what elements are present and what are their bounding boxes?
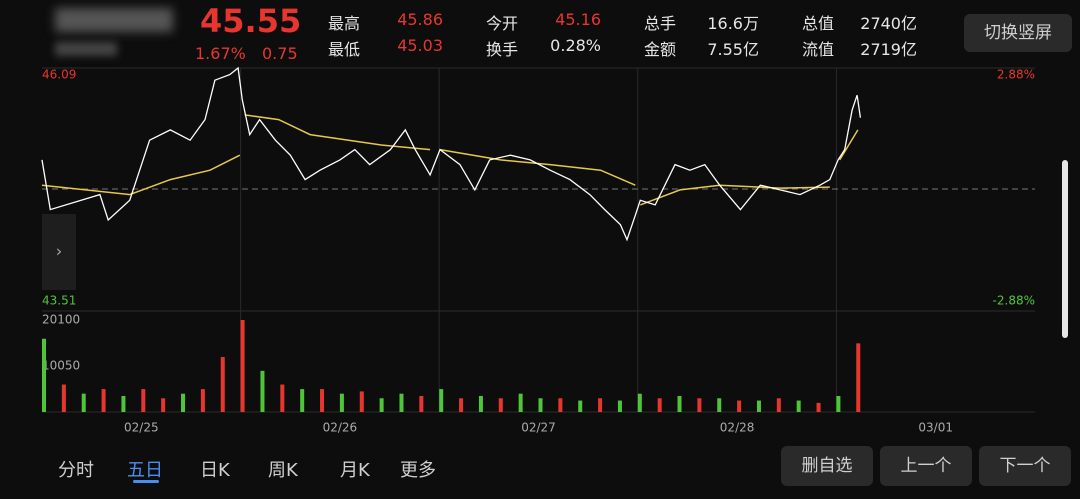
volume-bar xyxy=(717,398,722,412)
tab[interactable]: 五日 xyxy=(127,460,163,481)
tab[interactable]: 月K xyxy=(340,460,370,481)
volume-bar xyxy=(578,400,583,412)
volume-bar xyxy=(816,402,821,412)
x-tick-label: 02/28 xyxy=(720,421,755,435)
tab[interactable]: 分时 xyxy=(58,460,94,481)
change-pct: 1.67% xyxy=(195,44,246,63)
tab[interactable]: 日K xyxy=(200,460,230,481)
price: 45.55 xyxy=(200,2,302,40)
volume-bar xyxy=(498,398,503,412)
volume-bar xyxy=(200,389,205,412)
volume-bar xyxy=(558,398,563,412)
side-handle xyxy=(42,214,76,290)
volume-bar xyxy=(478,395,483,412)
volume-bar xyxy=(121,395,126,412)
stat-label: 今开 xyxy=(486,14,519,33)
volume-bar xyxy=(101,389,106,412)
volume-bar xyxy=(419,395,424,412)
volume-bar xyxy=(657,398,662,412)
stock-code-blurred xyxy=(55,42,117,56)
scrollbar xyxy=(1062,160,1068,338)
stat-label: 换手 xyxy=(486,40,519,59)
avg-line xyxy=(41,114,859,206)
volume-bar xyxy=(538,398,543,412)
side-arrow: › xyxy=(56,242,62,261)
action-button[interactable]: 下一个 xyxy=(979,446,1071,486)
volume-bar xyxy=(300,389,305,412)
x-tick-label: 02/26 xyxy=(323,421,358,435)
stat-value: 7.55亿 xyxy=(707,40,759,59)
stat-value: 45.03 xyxy=(397,36,443,55)
stat-label: 总值 xyxy=(802,14,835,33)
volume-bar xyxy=(220,357,225,412)
volume-bar xyxy=(161,398,166,412)
volume-bar xyxy=(61,384,66,412)
volume-bar xyxy=(776,398,781,412)
stat-label: 流值 xyxy=(802,40,835,59)
stat-value: 16.6万 xyxy=(707,14,759,33)
chart: › 02/25 02/26 02/27 02/28 03/01 46.09 43.51 2.8… xyxy=(41,66,1068,435)
volume-bar xyxy=(518,393,523,412)
volume-bar xyxy=(399,393,404,412)
volume-bar xyxy=(339,393,344,412)
tab-underline xyxy=(133,480,159,483)
x-tick-label: 03/01 xyxy=(918,421,953,435)
pct-min-label: -2.88% xyxy=(993,294,1035,308)
tab[interactable]: 更多 xyxy=(400,460,436,481)
price-line xyxy=(41,66,862,242)
y-min-label: 43.51 xyxy=(42,294,76,308)
volume-bar xyxy=(737,400,742,412)
change: 0.75 xyxy=(262,44,298,63)
stat-value: 0.28% xyxy=(550,36,601,55)
stock-name-blurred xyxy=(55,8,173,32)
volume-bar xyxy=(697,398,702,412)
volume-bar xyxy=(836,395,841,412)
stat-label: 总手 xyxy=(644,14,677,33)
stat-value: 2740亿 xyxy=(860,14,917,33)
stat-label: 最低 xyxy=(328,40,361,59)
tab[interactable]: 周K xyxy=(268,460,298,481)
volume-bar xyxy=(42,338,46,412)
action-button[interactable]: 删自选 xyxy=(781,446,873,486)
stat-label: 最高 xyxy=(328,14,361,33)
x-tick-label: 02/27 xyxy=(521,421,556,435)
pct-max-label: 2.88% xyxy=(997,68,1035,82)
volume-tick-label: 10050 xyxy=(42,359,80,373)
volume-bar xyxy=(677,395,682,412)
volume-tick-label: 20100 xyxy=(42,313,80,327)
stat-value: 2719亿 xyxy=(860,40,917,59)
y-max-label: 46.09 xyxy=(42,68,76,82)
volume-bar xyxy=(598,398,603,412)
volume-bar xyxy=(81,393,86,412)
volume-bar xyxy=(796,400,801,412)
volume-bar xyxy=(379,398,384,412)
action-button[interactable]: 上一个 xyxy=(880,446,972,486)
volume-bar xyxy=(359,391,364,412)
volume-bar xyxy=(181,393,186,412)
rotate-button[interactable]: 切换竖屏 xyxy=(964,14,1072,52)
volume-bar xyxy=(856,343,861,412)
volume-bar xyxy=(439,389,444,412)
volume-bar xyxy=(260,370,265,412)
volume-bar xyxy=(637,393,642,412)
volume-bar xyxy=(141,389,146,412)
x-tick-label: 02/25 xyxy=(124,421,159,435)
volume-bar xyxy=(617,400,622,412)
volume-bar xyxy=(756,400,761,412)
stat-label: 金额 xyxy=(644,40,677,59)
stat-value: 45.16 xyxy=(555,10,601,29)
volume-bar xyxy=(320,389,325,412)
volume-bar xyxy=(240,320,245,412)
volume-bar xyxy=(280,384,285,412)
stat-value: 45.86 xyxy=(397,10,443,29)
volume-bar xyxy=(459,398,464,412)
